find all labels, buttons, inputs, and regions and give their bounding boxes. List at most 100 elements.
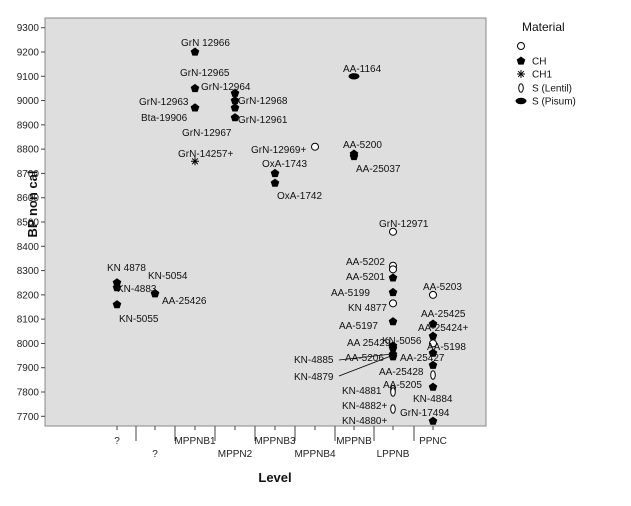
data-point-pentagon [190,47,200,56]
point-label: GrN-12965 [180,68,230,79]
x-axis-title: Level [258,470,291,485]
legend-marker-ellipse [515,97,527,105]
point-label: AA-25427 [400,353,445,364]
data-point-pentagon [270,168,280,178]
data-point-pentagon [270,178,280,187]
y-tick-label: 9300 [17,23,40,34]
point-label: GrN 12966 [181,38,230,49]
point-label: KN-5056 [382,336,422,347]
y-axis: 7700 7800 7900 8000 8100 8200 8300 8400 8500 8600… [17,23,45,423]
point-label: AA-5206 [345,353,384,364]
point-label: KN-5055 [119,314,159,325]
point-label: AA-25424+ [418,323,468,334]
point-label: KN-4882+ [342,401,387,412]
y-tick-label: 8100 [17,315,40,326]
point-label: AA-5201 [346,272,385,283]
data-point-circle [389,227,397,236]
data-point-circle [429,290,437,299]
point-label: KN-4880+ [342,416,387,427]
y-tick-label: 8800 [17,145,40,156]
point-labels: KN 4878 KN-4883 KN-5055 KN-5054 AA-25426 GrN … [107,38,468,427]
point-label: GrN-12961 [238,115,288,126]
data-point-ellipse [348,73,360,80]
legend-marker-pentagon [516,56,526,65]
point-label: GrN-12963 [139,97,189,108]
legend-title: Material [522,20,565,34]
data-point-pentagon [230,96,240,105]
plot-area [44,17,487,427]
data-point-pentagon [428,331,438,340]
y-tick-label: 7700 [17,412,40,423]
y-tick-label: 8000 [17,339,40,350]
data-point-ring [390,404,396,414]
data-point-pentagon [388,317,398,326]
point-label: AA-25425 [421,309,466,320]
data-point-pentagon [112,300,122,309]
data-point-circle [389,265,397,274]
point-label: AA-5205 [383,380,422,391]
y-tick-label: 9000 [17,96,40,107]
y-tick-label: 7900 [17,363,40,374]
data-point-pentagon [112,283,122,292]
data-point-pentagon [230,88,240,97]
y-tick-label: 8400 [17,242,40,253]
point-label: KN-5054 [148,271,188,282]
data-points [112,47,438,425]
point-label: AA 25429 [347,338,391,349]
point-label: AA-5197 [339,321,378,332]
legend-item-label: CH [532,57,546,68]
y-axis-title: BP non cal [25,171,40,238]
point-label: AA-25037 [356,164,401,175]
point-label: AA-5198 [427,342,466,353]
data-point-ring [390,387,396,397]
data-point-pentagon [428,382,438,391]
data-point-pentagon [349,151,359,161]
x-tick-label: MPPN2 [218,449,253,460]
data-point-circle [429,339,437,348]
x-tick-label: ? [114,436,120,447]
x-tick-label: MPPNB3 [254,436,296,447]
legend-item-label: S (Lentil) [532,84,572,95]
point-label: KN-4885 [294,355,334,366]
label-leader-line [338,353,390,361]
label-leader-lines [338,353,390,377]
y-tick-label: 8700 [17,169,40,180]
point-label: GrN-17494 [400,408,450,419]
legend: Material CH CH1 S (Lentil) S (Pisum) [515,20,576,108]
legend-marker-circle [517,42,525,50]
point-label: AA-5202 [346,257,385,268]
legend-marker-asterisk [517,70,525,78]
data-point-pentagon [150,289,160,298]
point-label: GrN-12971 [379,219,429,230]
data-point-pentagon [190,103,200,112]
y-tick-label: 8600 [17,193,40,204]
label-leader-line [338,356,390,377]
x-tick-label: LPPNB [377,449,410,460]
data-point-pentagon [388,352,398,361]
point-label: GrN-14257+ [178,149,233,160]
x-tick-label: PPNC [419,436,447,447]
point-label: KN 4878 [107,263,146,274]
data-point-pentagon [428,319,438,328]
x-tick-label: ? [152,449,158,460]
x-tick-label: MPPNB [336,436,372,447]
data-point-pentagon [190,83,200,93]
y-tick-label: 8900 [17,120,40,131]
data-point-asterisk [191,157,199,166]
point-label: KN-4881 [342,386,382,397]
point-label: GrN-12964 [201,82,251,93]
point-label: Bta-19906 [141,113,188,124]
point-label: GrN-12968 [238,96,288,107]
point-label: AA-5200 [343,140,382,151]
data-point-pentagon [428,416,438,425]
point-label: OxA-1743 [262,159,307,170]
point-label: GrN-12967 [182,128,232,139]
data-point-pentagon [428,360,438,369]
data-point-pentagon [388,287,398,297]
data-point-pentagon [388,343,398,352]
y-tick-label: 8200 [17,290,40,301]
data-point-pentagon [230,103,240,112]
point-label: AA-5199 [331,288,370,299]
